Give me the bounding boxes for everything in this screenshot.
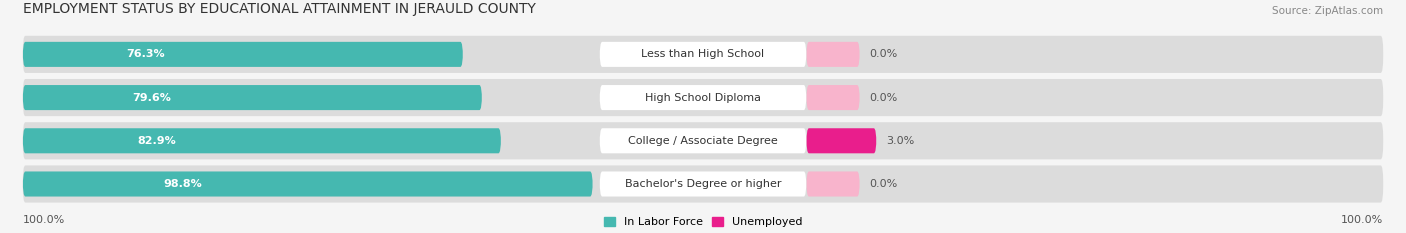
FancyBboxPatch shape	[22, 122, 1384, 159]
FancyBboxPatch shape	[807, 128, 876, 153]
FancyBboxPatch shape	[807, 171, 859, 196]
Text: High School Diploma: High School Diploma	[645, 93, 761, 103]
Text: 3.0%: 3.0%	[886, 136, 915, 146]
Text: 0.0%: 0.0%	[870, 49, 898, 59]
Text: 76.3%: 76.3%	[127, 49, 166, 59]
Text: 100.0%: 100.0%	[1341, 215, 1384, 225]
Legend: In Labor Force, Unemployed: In Labor Force, Unemployed	[599, 212, 807, 232]
Text: 100.0%: 100.0%	[22, 215, 65, 225]
FancyBboxPatch shape	[599, 171, 807, 196]
FancyBboxPatch shape	[807, 85, 859, 110]
Text: 0.0%: 0.0%	[870, 179, 898, 189]
FancyBboxPatch shape	[22, 85, 482, 110]
FancyBboxPatch shape	[22, 165, 1384, 202]
FancyBboxPatch shape	[599, 42, 807, 67]
Text: 79.6%: 79.6%	[132, 93, 170, 103]
FancyBboxPatch shape	[22, 36, 1384, 73]
Text: 82.9%: 82.9%	[138, 136, 176, 146]
FancyBboxPatch shape	[599, 85, 807, 110]
Text: Less than High School: Less than High School	[641, 49, 765, 59]
FancyBboxPatch shape	[807, 42, 859, 67]
Text: EMPLOYMENT STATUS BY EDUCATIONAL ATTAINMENT IN JERAULD COUNTY: EMPLOYMENT STATUS BY EDUCATIONAL ATTAINM…	[22, 2, 536, 16]
Text: Source: ZipAtlas.com: Source: ZipAtlas.com	[1272, 6, 1384, 16]
Text: College / Associate Degree: College / Associate Degree	[628, 136, 778, 146]
FancyBboxPatch shape	[22, 42, 463, 67]
FancyBboxPatch shape	[599, 128, 807, 153]
FancyBboxPatch shape	[22, 128, 501, 153]
Text: 0.0%: 0.0%	[870, 93, 898, 103]
FancyBboxPatch shape	[22, 79, 1384, 116]
FancyBboxPatch shape	[22, 171, 593, 196]
Text: 98.8%: 98.8%	[163, 179, 201, 189]
Text: Bachelor's Degree or higher: Bachelor's Degree or higher	[624, 179, 782, 189]
